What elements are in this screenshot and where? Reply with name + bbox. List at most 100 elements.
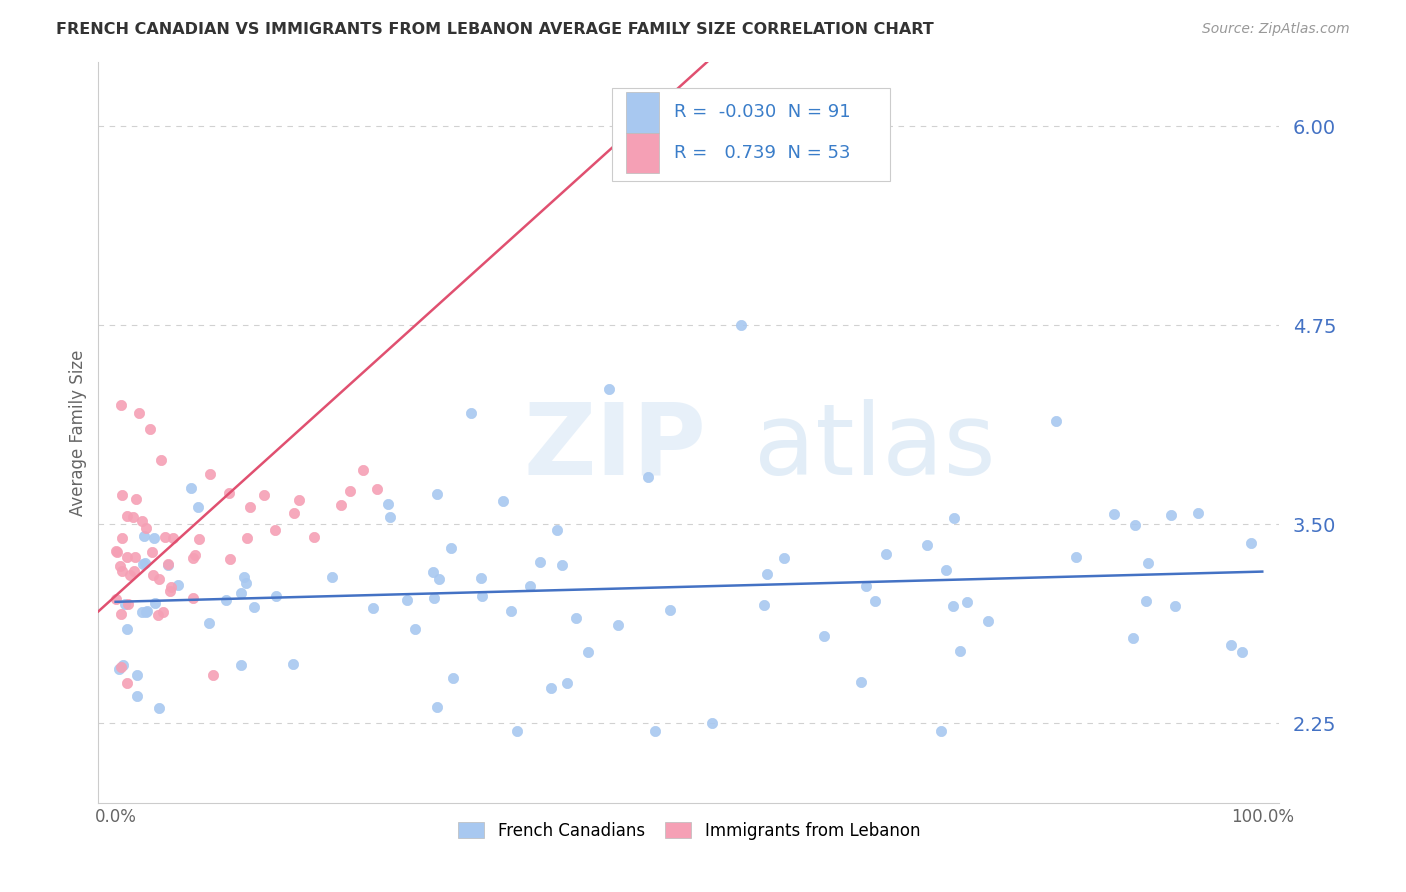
Point xyxy=(1230,645,1253,659)
Point xyxy=(492,494,515,508)
Point xyxy=(700,716,723,731)
Point xyxy=(162,531,184,545)
Point xyxy=(105,545,128,559)
Point xyxy=(117,549,139,564)
Point xyxy=(529,555,551,569)
Point xyxy=(915,539,938,553)
Point xyxy=(235,531,257,545)
Point xyxy=(470,571,492,585)
Point xyxy=(441,671,464,685)
Point xyxy=(155,531,177,545)
Point xyxy=(114,598,136,612)
Point xyxy=(115,509,138,524)
Text: Source: ZipAtlas.com: Source: ZipAtlas.com xyxy=(1202,22,1350,37)
Point xyxy=(935,563,957,577)
Point xyxy=(855,578,877,592)
Point xyxy=(105,592,128,607)
Point xyxy=(112,657,135,672)
Text: R =  -0.030  N = 91: R = -0.030 N = 91 xyxy=(673,103,851,121)
Point xyxy=(378,509,401,524)
Point xyxy=(1064,549,1087,564)
Point xyxy=(229,658,252,673)
Y-axis label: Average Family Size: Average Family Size xyxy=(69,350,87,516)
Point xyxy=(136,604,159,618)
Point xyxy=(166,578,188,592)
Point xyxy=(111,564,134,578)
Point xyxy=(283,657,305,672)
Legend: French Canadians, Immigrants from Lebanon: French Canadians, Immigrants from Lebano… xyxy=(451,815,927,847)
Point xyxy=(239,500,262,515)
Point xyxy=(321,570,343,584)
Point xyxy=(198,615,221,630)
Point xyxy=(943,510,966,524)
Point xyxy=(146,607,169,622)
Point xyxy=(148,700,170,714)
Point xyxy=(598,382,620,396)
Point xyxy=(110,660,132,674)
Point xyxy=(1135,594,1157,608)
Point xyxy=(565,611,588,625)
Point xyxy=(302,530,325,544)
Point xyxy=(439,541,461,556)
Point xyxy=(180,481,202,495)
Point xyxy=(956,595,979,609)
Point xyxy=(253,488,276,502)
Point xyxy=(229,586,252,600)
Point xyxy=(157,558,180,573)
Point xyxy=(150,453,173,467)
Point xyxy=(218,485,240,500)
Point xyxy=(188,533,211,547)
Point xyxy=(156,557,179,571)
Point xyxy=(283,506,305,520)
Point xyxy=(1045,414,1067,428)
Point xyxy=(243,599,266,614)
Point xyxy=(264,523,287,537)
Point xyxy=(132,529,155,543)
Point xyxy=(404,623,426,637)
Point xyxy=(658,603,681,617)
FancyBboxPatch shape xyxy=(626,92,659,133)
Point xyxy=(131,605,153,619)
Point xyxy=(135,521,157,535)
Point xyxy=(546,523,568,537)
Point xyxy=(152,605,174,619)
Point xyxy=(540,681,562,695)
Point xyxy=(506,724,529,739)
Point xyxy=(132,557,155,571)
Point xyxy=(266,589,288,603)
Point xyxy=(110,398,132,412)
Point xyxy=(120,568,142,582)
Text: ZIP: ZIP xyxy=(523,399,706,496)
Point xyxy=(1123,518,1146,533)
Point xyxy=(122,509,145,524)
Point xyxy=(117,597,139,611)
Point xyxy=(644,724,666,739)
Point xyxy=(851,674,873,689)
Point xyxy=(117,622,139,636)
Point xyxy=(288,493,311,508)
Point xyxy=(115,676,138,690)
Point xyxy=(929,724,952,739)
Point xyxy=(813,629,835,643)
Point xyxy=(142,567,165,582)
Point xyxy=(110,607,132,622)
Point xyxy=(143,596,166,610)
FancyBboxPatch shape xyxy=(626,133,659,173)
Point xyxy=(637,469,659,483)
Point xyxy=(423,591,446,605)
Point xyxy=(942,599,965,614)
Point xyxy=(108,558,131,573)
Point xyxy=(426,700,449,714)
Point xyxy=(756,567,779,582)
Point xyxy=(122,564,145,578)
Point xyxy=(352,463,374,477)
Point xyxy=(1122,631,1144,645)
Point xyxy=(863,594,886,608)
Point xyxy=(141,544,163,558)
Point xyxy=(124,549,146,564)
Point xyxy=(519,579,541,593)
Point xyxy=(184,549,207,563)
Point xyxy=(977,614,1000,628)
Point xyxy=(576,645,599,659)
Point xyxy=(159,584,181,599)
